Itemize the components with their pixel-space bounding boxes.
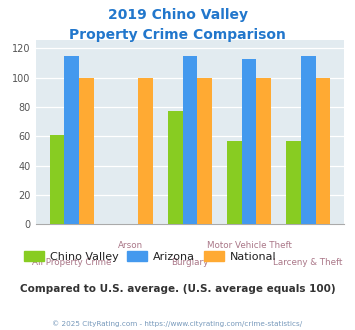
Bar <box>286 141 301 224</box>
Text: © 2025 CityRating.com - https://www.cityrating.com/crime-statistics/: © 2025 CityRating.com - https://www.city… <box>53 320 302 327</box>
Text: Larceny & Theft: Larceny & Theft <box>273 258 343 267</box>
Text: Burglary: Burglary <box>171 258 208 267</box>
Text: 2019 Chino Valley: 2019 Chino Valley <box>108 8 247 22</box>
Text: All Property Crime: All Property Crime <box>32 258 111 267</box>
Bar <box>50 135 64 224</box>
Text: Compared to U.S. average. (U.S. average equals 100): Compared to U.S. average. (U.S. average … <box>20 284 335 294</box>
Bar <box>301 56 316 224</box>
Bar <box>168 112 182 224</box>
Bar <box>138 78 153 224</box>
Bar <box>79 78 94 224</box>
Bar <box>182 56 197 224</box>
Legend: Chino Valley, Arizona, National: Chino Valley, Arizona, National <box>20 247 280 267</box>
Text: Motor Vehicle Theft: Motor Vehicle Theft <box>207 241 291 250</box>
Bar <box>316 78 330 224</box>
Text: Arson: Arson <box>118 241 143 250</box>
Bar <box>242 59 256 224</box>
Bar <box>256 78 271 224</box>
Text: Property Crime Comparison: Property Crime Comparison <box>69 28 286 42</box>
Bar <box>197 78 212 224</box>
Bar <box>64 56 79 224</box>
Bar <box>227 141 242 224</box>
